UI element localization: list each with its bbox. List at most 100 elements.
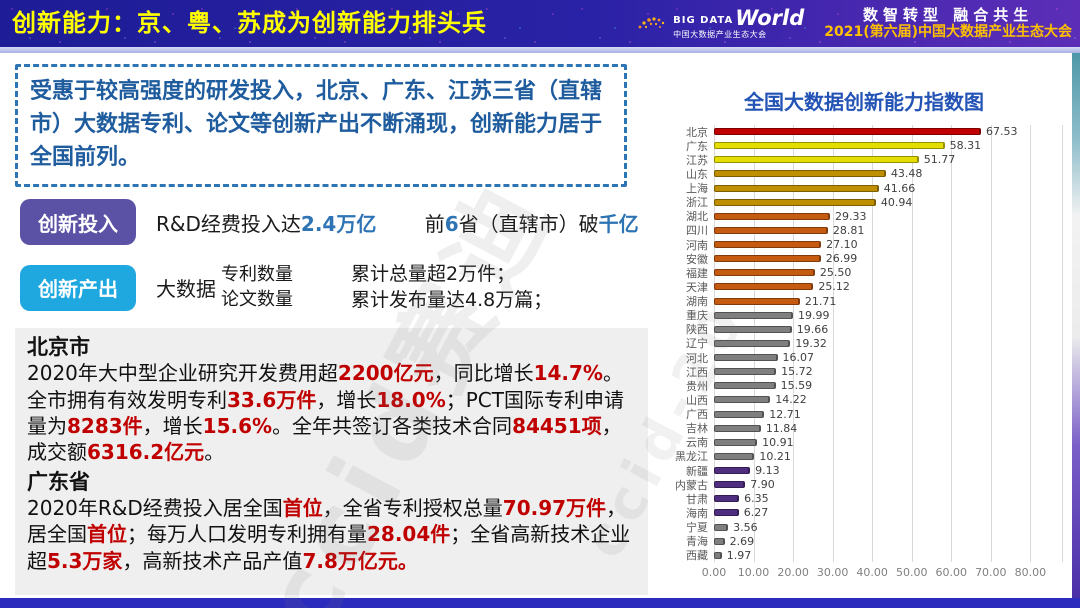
chart-value-label: 1.97 xyxy=(726,548,752,562)
chart-category-label: 贵州 xyxy=(686,379,708,393)
city-detail-box: 北京市 2020年大中型企业研究开发费用超2200亿元，同比增长14.7%。全市… xyxy=(15,328,648,595)
chart-bar xyxy=(714,551,722,559)
chart-bar xyxy=(714,481,746,489)
chart-row: 山东 43.48 xyxy=(658,167,1062,181)
chart-bar xyxy=(714,438,758,446)
chart-bar xyxy=(714,269,815,277)
chart-row: 河北 16.07 xyxy=(658,351,1062,365)
chart-category-label: 江苏 xyxy=(686,153,708,167)
chart-value-label: 10.91 xyxy=(762,435,794,449)
investment-badge: 创新投入 xyxy=(20,199,136,245)
chart-row: 北京 67.53 xyxy=(658,125,1062,139)
chart-category-label: 吉林 xyxy=(686,422,708,436)
logo-subtitle: 中国大数据产业生态大会 xyxy=(673,30,767,39)
chart-value-label: 27.10 xyxy=(826,238,858,251)
chart-value-label: 14.22 xyxy=(775,393,807,407)
result-patents: 累计总量超2万件； xyxy=(351,263,516,285)
logo-text: BIG DATAWorld 中国大数据产业生态大会 xyxy=(673,8,804,39)
logo-world-label: World xyxy=(735,6,805,30)
header-divider-strip xyxy=(0,47,1080,53)
chart-bar-track: 9.13 xyxy=(714,464,1062,477)
chart-row: 广西 12.71 xyxy=(658,408,1062,422)
x-axis-tick-label: 0.00 xyxy=(701,566,727,579)
chart-bar xyxy=(714,142,945,150)
chart-value-label: 43.48 xyxy=(890,167,923,181)
chart-value-label: 10.21 xyxy=(759,449,791,463)
x-axis-tick-label: 40.00 xyxy=(856,566,888,579)
chart-category-label: 湖南 xyxy=(686,295,708,308)
chart-value-label: 40.94 xyxy=(880,195,913,209)
chart-row: 安徽 26.99 xyxy=(658,252,1062,266)
chart-category-label: 福建 xyxy=(686,266,708,280)
chart-row: 宁夏 3.56 xyxy=(658,521,1062,535)
innovation-output-row: 创新产出 大数据 专利数量 论文数量 累计总量超2万件； 累计发布量达4.8万篇… xyxy=(20,262,552,313)
x-axis-tick-label: 80.00 xyxy=(1014,566,1047,579)
chart-value-label: 15.59 xyxy=(780,379,813,393)
chart-row: 福建 25.50 xyxy=(658,266,1062,280)
chart-bar-track: 3.56 xyxy=(714,521,1062,534)
chart-value-label: 19.66 xyxy=(796,322,829,336)
chart-bar-track: 19.99 xyxy=(714,309,1062,322)
chart-bar-track: 27.10 xyxy=(714,238,1062,251)
gridline xyxy=(832,125,834,562)
chart-category-label: 宁夏 xyxy=(686,521,708,534)
metric-papers: 论文数量 xyxy=(221,288,293,310)
chart-bar-track: 41.66 xyxy=(714,182,1062,195)
guangdong-title: 广东省 xyxy=(27,469,90,494)
chart-value-label: 25.50 xyxy=(819,266,852,280)
output-metrics: 专利数量 论文数量 xyxy=(221,263,293,312)
output-prefix: 大数据 xyxy=(156,277,216,302)
chart-category-label: 云南 xyxy=(686,436,708,450)
chart-value-label: 3.56 xyxy=(733,520,758,534)
result-papers: 累计发布量达4.8万篇； xyxy=(351,288,553,311)
chart-value-label: 19.99 xyxy=(798,308,830,322)
x-axis-tick-label: 60.00 xyxy=(935,566,968,579)
chart-bar-track: 58.31 xyxy=(714,139,1062,152)
chart-row: 江苏 51.77 xyxy=(658,153,1062,167)
x-axis-tick-label: 70.00 xyxy=(975,566,1007,579)
x-axis-tick-label: 50.00 xyxy=(895,566,928,579)
chart-bar xyxy=(714,241,822,248)
chart-bar-track: 12.71 xyxy=(714,408,1062,421)
chart-value-label: 58.31 xyxy=(949,139,982,153)
chart-bar xyxy=(714,452,755,460)
chart-category-label: 江西 xyxy=(686,365,708,379)
x-axis-tick-label: 30.00 xyxy=(816,566,849,579)
chart-row: 内蒙古 7.90 xyxy=(658,478,1062,492)
investment-line2: 前6省（直辖市）破千亿 xyxy=(424,211,639,236)
chart-value-label: 21.71 xyxy=(804,294,837,308)
chart-bar-track: 14.22 xyxy=(714,393,1062,406)
innovation-investment-row: 创新投入 R&D经费投入达2.4万亿 前6省（直辖市）破千亿 xyxy=(20,199,639,245)
output-badge: 创新产出 xyxy=(20,264,136,311)
chart-row: 陕西 19.66 xyxy=(658,322,1062,337)
chart-value-label: 28.81 xyxy=(832,223,865,237)
chart-row: 甘肃 6.35 xyxy=(658,492,1062,506)
header-right: BIG DATAWorld 中国大数据产业生态大会 数智转型 融合共生 2021… xyxy=(634,0,1072,47)
chart-row: 黑龙江 10.21 xyxy=(658,449,1062,464)
chart-bar xyxy=(714,523,729,531)
metric-patents: 专利数量 xyxy=(221,264,293,286)
chart-bar xyxy=(714,128,982,135)
chart-bar-track: 28.81 xyxy=(714,224,1062,237)
gridline xyxy=(990,125,992,562)
chart-bar xyxy=(714,212,830,220)
chart-value-label: 6.35 xyxy=(744,492,769,506)
chart-bar xyxy=(714,198,876,206)
chart-category-label: 河北 xyxy=(686,351,708,365)
chart-row: 重庆 19.99 xyxy=(658,309,1062,323)
chart-category-label: 广东 xyxy=(686,139,708,153)
chart-bar-track: 25.50 xyxy=(714,266,1062,279)
chart-bar-track: 15.59 xyxy=(714,379,1062,392)
chart-value-label: 16.07 xyxy=(782,351,815,364)
chart-bar-track: 2.69 xyxy=(714,535,1062,548)
chart-row: 贵州 15.59 xyxy=(658,379,1062,393)
chart-category-label: 山西 xyxy=(686,393,708,407)
chart-row: 西藏 1.97 xyxy=(658,548,1062,563)
gridline xyxy=(872,125,874,562)
chart-bar xyxy=(714,311,794,319)
header-bar: 创新能力：京、粤、苏成为创新能力排头兵 BIG DATAWorld 中国大数据产… xyxy=(0,0,1080,47)
chart-bar xyxy=(714,424,761,432)
event-slogan-block: 数智转型 融合共生 2021(第六届)中国大数据产业生态大会 xyxy=(824,6,1072,40)
chart-rows: 北京 67.53 广东 58.31 江苏 51.77 山东 43.48 上海 41.66 浙江 40.… xyxy=(658,125,1062,562)
chart-category-label: 广西 xyxy=(686,408,708,421)
